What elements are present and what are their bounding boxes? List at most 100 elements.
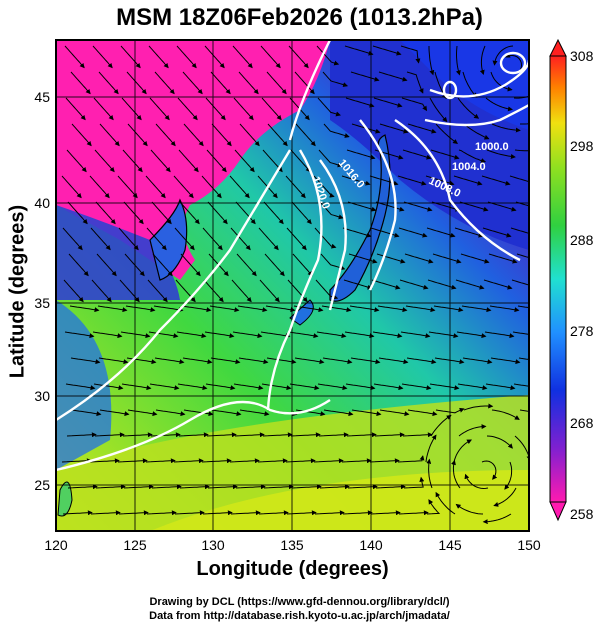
- streamline-100: [201, 175, 222, 199]
- colorbar-tick-298: 298: [570, 138, 594, 154]
- streamline-293: [488, 253, 518, 264]
- streamline-3: [71, 123, 92, 147]
- streamline-159: [286, 227, 307, 251]
- streamline-268: [457, 97, 480, 119]
- streamline-79: [183, 123, 204, 147]
- streamline-290: [481, 175, 511, 186]
- streamline-14: [71, 409, 102, 417]
- streamline-280: [463, 403, 494, 411]
- streamline-113: [202, 510, 233, 516]
- streamline-6: [67, 201, 88, 225]
- streamline-69: [154, 357, 185, 365]
- streamline-161: [287, 279, 308, 303]
- streamline-174: [323, 123, 350, 138]
- streamline-68: [148, 331, 179, 339]
- streamline-226: [375, 484, 406, 490]
- streamline-66: [147, 279, 168, 303]
- streamline-70: [149, 383, 180, 391]
- streamline-99: [206, 149, 227, 173]
- streamline-286: [490, 71, 513, 92]
- streamline-205: [346, 432, 377, 438]
- streamline-234: [403, 201, 433, 212]
- streamline-298: [485, 383, 516, 391]
- streamline-212: [379, 123, 409, 134]
- streamline-127: [233, 383, 264, 391]
- y-tick-30: 30: [34, 388, 50, 404]
- streamline-145: [266, 357, 297, 365]
- streamline-238: [405, 305, 436, 313]
- streamline-308: [514, 149, 529, 152]
- streamline-183: [322, 357, 353, 365]
- streamline-31: [98, 357, 129, 365]
- streamline-149: [257, 458, 288, 464]
- streamline-181: [321, 305, 352, 313]
- y-tick-25: 25: [34, 477, 50, 493]
- streamline-322: [482, 513, 512, 525]
- streamline-274: [460, 253, 490, 264]
- streamline-96: [210, 71, 231, 95]
- streamline-80: [178, 149, 199, 173]
- streamline-313: [511, 279, 529, 286]
- streamline-73: [145, 458, 176, 464]
- wind-streamlines: [61, 45, 529, 525]
- streamline-116: [233, 97, 254, 121]
- y-axis-label: Latitude (degrees): [6, 204, 29, 379]
- x-tick-125: 125: [123, 537, 147, 553]
- isobar-label-1004: 1004.0: [452, 161, 486, 173]
- streamline-245: [403, 476, 425, 489]
- streamline-269: [463, 123, 490, 140]
- streamline-192: [345, 97, 375, 108]
- streamline-287: [485, 97, 513, 112]
- streamline-5: [61, 175, 82, 199]
- streamline-0: [64, 45, 85, 69]
- streamline-158: [291, 201, 312, 225]
- streamline-235: [398, 227, 428, 238]
- streamline-166: [295, 409, 326, 417]
- streamline-173: [317, 97, 341, 117]
- streamline-25: [95, 201, 116, 225]
- streamline-275: [455, 279, 485, 290]
- streamline-115: [238, 71, 259, 95]
- streamline-157: [285, 175, 306, 199]
- streamline-219: [377, 305, 408, 313]
- streamline-300: [486, 435, 513, 449]
- streamline-243: [402, 432, 433, 438]
- streamline-263: [425, 434, 437, 463]
- streamline-273: [454, 227, 484, 238]
- streamline-52: [127, 409, 158, 417]
- streamline-54: [117, 458, 148, 464]
- streamline-220: [372, 331, 403, 339]
- streamline-123: [231, 279, 252, 303]
- streamline-40: [121, 97, 142, 121]
- streamline-43: [117, 175, 138, 199]
- streamline-284: [435, 491, 456, 515]
- isobars: [56, 40, 529, 472]
- streamline-2: [65, 97, 86, 121]
- streamline-97: [205, 97, 226, 121]
- streamline-131: [235, 484, 266, 490]
- streamline-129: [234, 432, 265, 438]
- streamline-88: [182, 357, 213, 365]
- streamline-189: [314, 510, 345, 516]
- streamline-27: [96, 253, 117, 277]
- streamline-209: [372, 45, 402, 56]
- streamline-1: [70, 71, 91, 95]
- streamline-4: [66, 149, 87, 173]
- streamline-251: [430, 149, 460, 160]
- streamline-271: [453, 175, 483, 186]
- streamline-56: [118, 510, 149, 516]
- x-tick-145: 145: [438, 537, 462, 553]
- streamline-264: [426, 458, 433, 489]
- streamline-216: [370, 227, 400, 238]
- streamline-258: [428, 331, 459, 339]
- streamline-153: [294, 71, 315, 95]
- x-axis-ticks: 120 125 130 135 140 145 150: [44, 537, 541, 553]
- colorbar-tick-288: 288: [570, 232, 594, 248]
- streamline-190: [344, 45, 374, 56]
- streamline-172: [322, 71, 349, 88]
- streamline-136: [267, 123, 288, 147]
- streamline-204: [351, 409, 382, 417]
- streamline-261: [435, 407, 465, 414]
- streamline-109: [211, 409, 242, 417]
- y-axis-ticks: 45 40 35 30 25: [34, 89, 50, 493]
